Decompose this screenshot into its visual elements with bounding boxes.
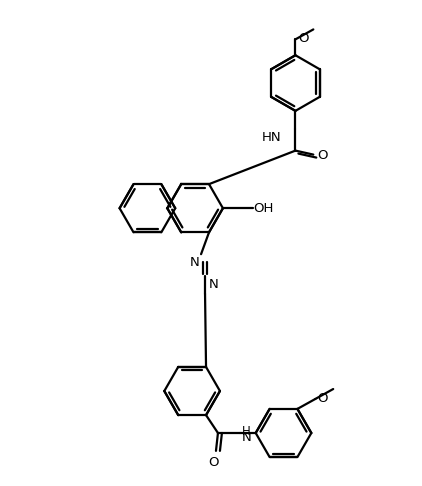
Text: O: O <box>317 149 328 162</box>
Text: HN: HN <box>262 131 281 144</box>
Text: OH: OH <box>254 202 274 215</box>
Text: O: O <box>298 32 309 45</box>
Text: N: N <box>242 432 252 445</box>
Text: H: H <box>242 426 251 438</box>
Text: N: N <box>209 278 219 291</box>
Text: O: O <box>209 456 219 469</box>
Text: O: O <box>317 393 328 405</box>
Text: N: N <box>189 256 199 269</box>
